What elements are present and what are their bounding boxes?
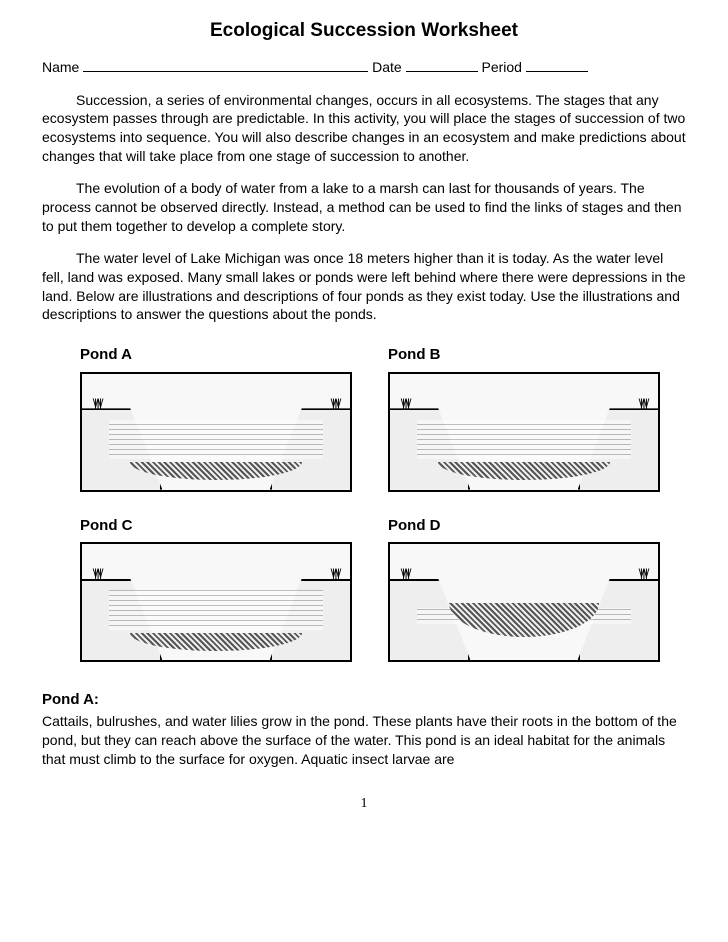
date-blank[interactable] xyxy=(406,58,478,72)
period-blank[interactable] xyxy=(526,58,588,72)
page-number: 1 xyxy=(42,795,686,814)
pond-a-block: Pond A \|/|\|/\|/|\|/ xyxy=(80,345,352,491)
page-title: Ecological Succession Worksheet xyxy=(42,18,686,44)
period-label: Period xyxy=(482,59,522,75)
pond-a-illustration: \|/|\|/\|/|\|/ xyxy=(80,372,352,492)
fields-row: Name Date Period xyxy=(42,58,686,77)
pond-b-block: Pond B \|/|\|/\|/|\|/ xyxy=(388,345,660,491)
pond-a-label: Pond A xyxy=(80,345,352,365)
pond-b-illustration: \|/|\|/\|/|\|/ xyxy=(388,372,660,492)
pond-c-illustration: \|/|\|/\|/|\|/ xyxy=(80,542,352,662)
intro-para-2: The evolution of a body of water from a … xyxy=(42,179,686,236)
pond-c-block: Pond C \|/|\|/\|/|\|/ xyxy=(80,516,352,662)
pond-d-illustration: \|/|\|/\|/|\|/ xyxy=(388,542,660,662)
date-label: Date xyxy=(372,59,402,75)
pond-a-heading: Pond A: xyxy=(42,690,686,710)
pond-d-block: Pond D \|/|\|/\|/|\|/ xyxy=(388,516,660,662)
pond-a-description: Cattails, bulrushes, and water lilies gr… xyxy=(42,712,686,769)
intro-para-3: The water level of Lake Michigan was onc… xyxy=(42,249,686,325)
pond-d-label: Pond D xyxy=(388,516,660,536)
intro-para-1: Succession, a series of environmental ch… xyxy=(42,91,686,167)
name-blank[interactable] xyxy=(83,58,368,72)
name-label: Name xyxy=(42,59,79,75)
pond-c-label: Pond C xyxy=(80,516,352,536)
pond-b-label: Pond B xyxy=(388,345,660,365)
pond-grid: Pond A \|/|\|/\|/|\|/ Pond B \|/|\|/\|/|… xyxy=(42,337,686,676)
